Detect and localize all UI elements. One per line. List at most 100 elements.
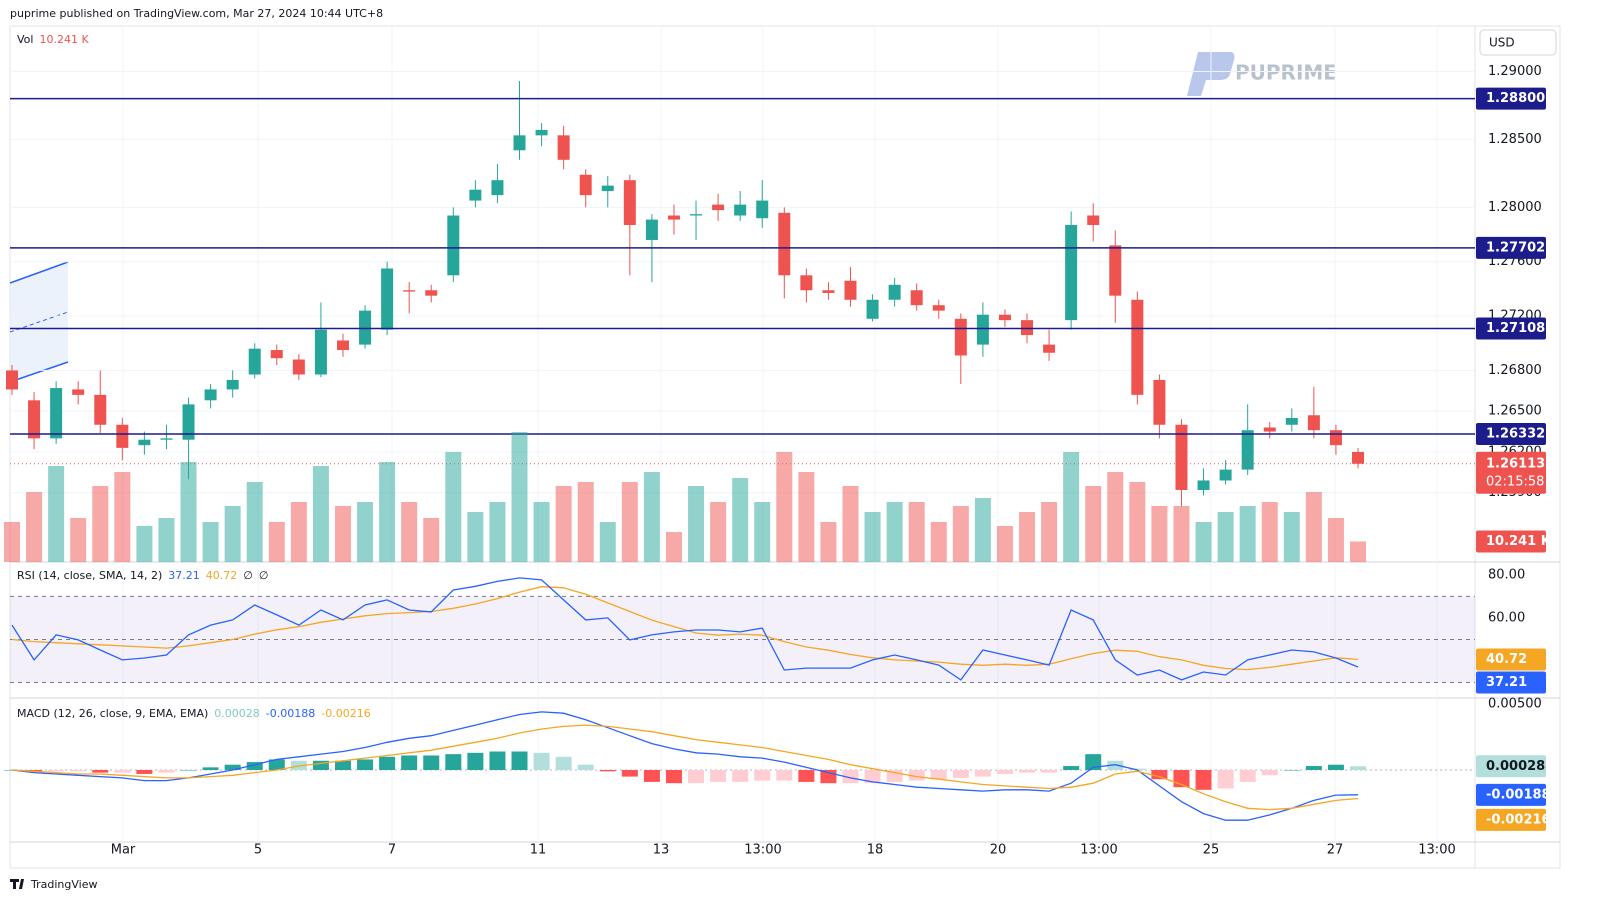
- channel-drawing: [9, 261, 69, 383]
- macd-histogram-bar: [1041, 770, 1058, 773]
- macd-value-label-box: [1476, 808, 1546, 831]
- x-tick-label: 5: [254, 843, 262, 858]
- macd-legend-value: -0.00216: [321, 707, 370, 720]
- candle-body: [1197, 480, 1210, 490]
- rsi-legend-na: ∅: [243, 569, 253, 582]
- macd-histogram-bar: [533, 752, 550, 770]
- y-tick-label: 1.29000: [1488, 64, 1542, 79]
- candle-body: [513, 135, 526, 151]
- volume-bar: [996, 526, 1013, 562]
- y-tick-label: 80.00: [1488, 567, 1525, 582]
- footer: TradingView: [30, 878, 97, 891]
- candle-body: [1285, 417, 1298, 425]
- volume-bar: [665, 532, 682, 562]
- rsi-line: [11, 586, 1359, 671]
- level-label: 1.28800: [1486, 91, 1545, 106]
- macd-histogram-bar: [864, 770, 881, 784]
- candle-body: [1241, 430, 1254, 470]
- macd-histogram-bar: [952, 770, 969, 778]
- candle-body: [359, 310, 372, 345]
- macd-histogram-bar: [334, 760, 351, 770]
- macd-histogram-bar: [1129, 768, 1146, 770]
- y-tick-label: 1.26800: [1488, 363, 1542, 378]
- x-tick-label: 7: [388, 843, 396, 858]
- volume-bar: [1151, 506, 1168, 562]
- x-tick-label: 13:00: [1418, 843, 1455, 858]
- candle-body: [645, 219, 658, 240]
- macd-histogram-bar: [1305, 766, 1322, 770]
- volume-bar: [511, 432, 528, 562]
- macd-value-label-box: [1476, 783, 1546, 806]
- macd-histogram-bar: [1217, 770, 1234, 789]
- candle-body: [822, 290, 835, 293]
- candle-body: [94, 394, 107, 425]
- macd-histogram-bar: [1063, 766, 1080, 770]
- candle-body: [844, 280, 857, 300]
- macd-histogram-bar: [401, 755, 418, 770]
- macd-histogram-bar: [1195, 770, 1212, 790]
- volume-bar: [1129, 482, 1146, 562]
- candle-body: [28, 400, 41, 439]
- candle-body: [557, 135, 570, 160]
- volume-bar: [930, 522, 947, 562]
- macd-legend-value: -0.00188: [266, 707, 315, 720]
- volume-legend-name: Vol: [17, 33, 33, 46]
- macd-histogram-bar: [92, 770, 109, 773]
- volume-legend-value: 10.241 K: [39, 33, 89, 46]
- volume-bar: [114, 472, 131, 562]
- volume-bar: [621, 482, 638, 562]
- volume-bar: [1283, 512, 1300, 562]
- macd-histogram-bar: [158, 770, 175, 773]
- macd-histogram-bar: [908, 770, 925, 781]
- candle-body: [1065, 225, 1078, 321]
- y-tick-label: 1.26500: [1488, 404, 1542, 419]
- macd-value-label-box: [1476, 755, 1546, 778]
- candle-body: [932, 305, 945, 311]
- volume-bar: [70, 518, 87, 562]
- macd-histogram-bar: [1327, 764, 1344, 770]
- candle-body: [601, 185, 614, 192]
- macd-histogram-bar: [379, 756, 396, 770]
- rsi-legend-title: RSI (14, close, SMA, 14, 2): [17, 569, 162, 582]
- volume-bar: [180, 462, 197, 562]
- candle-body: [116, 424, 129, 448]
- candle-body: [1131, 299, 1144, 395]
- x-tick-label: 27: [1327, 843, 1344, 858]
- currency[interactable]: USD: [1489, 36, 1515, 50]
- candle-body: [623, 180, 636, 226]
- volume-bar: [268, 522, 285, 562]
- macd-histogram-bar: [467, 752, 484, 770]
- candle-body: [535, 129, 548, 136]
- volume-bar: [401, 502, 418, 562]
- x-tick-label: Mar: [111, 843, 136, 858]
- volume-bar: [1173, 506, 1190, 562]
- volume-label: 10.241 K: [1486, 534, 1552, 549]
- volume-label-box: [1476, 530, 1546, 553]
- candle-body: [756, 200, 769, 219]
- volume-bar: [864, 512, 881, 562]
- y-tick-label: 60.00: [1488, 610, 1525, 625]
- brand: PUPRIME: [1235, 61, 1337, 85]
- candle-body: [160, 438, 173, 440]
- x-tick-label: 13:00: [1080, 843, 1117, 858]
- candle-body: [469, 189, 482, 201]
- candle-body: [182, 404, 195, 440]
- candle-body: [447, 215, 460, 276]
- macd-value-label: -0.00216: [1486, 812, 1551, 827]
- currency-box[interactable]: [1479, 29, 1557, 56]
- header: puprime published on TradingView.com, Ma…: [10, 7, 383, 20]
- volume-bar: [798, 472, 815, 562]
- rsi-line: [11, 577, 1359, 681]
- volume-bar: [290, 502, 307, 562]
- macd-histogram-bar: [357, 759, 374, 770]
- macd-histogram-bar: [732, 770, 749, 782]
- macd-histogram-bar: [423, 755, 440, 770]
- candle-body: [712, 204, 725, 211]
- volume-bar: [445, 452, 462, 562]
- candle-body: [336, 340, 349, 351]
- macd-histogram-bar: [1283, 770, 1300, 771]
- candle-body: [778, 212, 791, 276]
- y-tick-label: 0.00500: [1488, 696, 1542, 711]
- candle-body: [976, 314, 989, 345]
- volume-bar: [688, 486, 705, 562]
